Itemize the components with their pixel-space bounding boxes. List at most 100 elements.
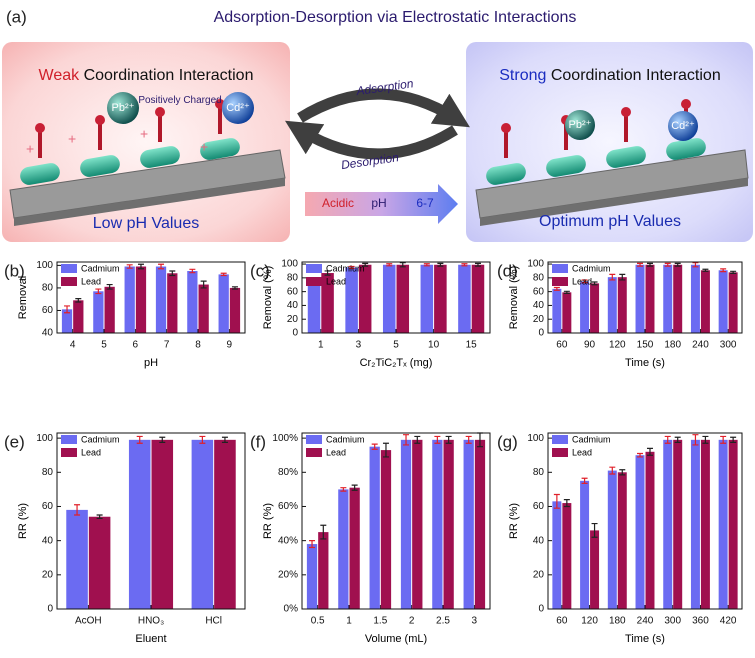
bar bbox=[728, 439, 738, 609]
x-tick-label: 1 bbox=[318, 340, 324, 351]
bar bbox=[187, 271, 198, 333]
bar bbox=[191, 439, 214, 609]
x-tick-label: 300 bbox=[720, 340, 737, 351]
bar bbox=[93, 291, 104, 333]
bar bbox=[135, 266, 147, 333]
bar bbox=[552, 501, 562, 609]
y-tick-label: 80 bbox=[287, 272, 299, 283]
y-tick-label: 0 bbox=[292, 328, 298, 339]
bar bbox=[345, 267, 358, 333]
bar bbox=[338, 489, 349, 609]
bar bbox=[728, 272, 738, 333]
plot-frame bbox=[56, 261, 246, 334]
error-bar bbox=[591, 281, 598, 286]
legend-swatch bbox=[552, 277, 568, 286]
plot-frame bbox=[547, 432, 743, 610]
y-tick-label: 100 bbox=[527, 259, 544, 270]
error-bar bbox=[95, 288, 102, 295]
ph-start: Acidic bbox=[322, 196, 354, 210]
error-bar bbox=[702, 268, 709, 272]
legend-swatch bbox=[306, 448, 322, 457]
x-tick-label: 1 bbox=[346, 616, 352, 627]
error-bar bbox=[646, 447, 653, 456]
y-tick-label: 80 bbox=[533, 467, 545, 478]
bar bbox=[124, 266, 135, 333]
left-heading-text: Coordination Interaction bbox=[84, 67, 254, 84]
error-bar bbox=[382, 442, 389, 458]
bar bbox=[617, 472, 627, 609]
bar bbox=[420, 264, 434, 333]
bar bbox=[167, 273, 178, 333]
panel-label: (c) bbox=[250, 261, 270, 280]
x-tick-label: 2 bbox=[409, 616, 415, 627]
x-tick-label: 2.5 bbox=[436, 616, 450, 627]
svg-text:+: + bbox=[26, 141, 34, 157]
error-bar bbox=[309, 540, 316, 549]
bar bbox=[607, 470, 617, 609]
y-tick-label: 20 bbox=[42, 569, 54, 580]
x-tick-label: 8 bbox=[195, 340, 201, 351]
x-axis-label: Time (s) bbox=[625, 633, 665, 645]
x-tick-label: 180 bbox=[664, 340, 681, 351]
bar bbox=[400, 439, 412, 609]
bar bbox=[471, 264, 485, 333]
error-bar bbox=[351, 484, 358, 491]
error-bar bbox=[437, 262, 444, 267]
error-bar bbox=[674, 436, 681, 443]
bar bbox=[229, 287, 241, 333]
y-tick-label: 100 bbox=[527, 433, 544, 444]
y-tick-label: 20% bbox=[278, 569, 298, 580]
bar bbox=[663, 439, 673, 609]
bar bbox=[635, 264, 645, 333]
bar bbox=[73, 300, 84, 333]
x-tick-label: 3 bbox=[356, 340, 362, 351]
bar bbox=[155, 266, 167, 333]
x-tick-label: 5 bbox=[101, 340, 107, 351]
error-bar bbox=[465, 435, 472, 444]
bar bbox=[718, 439, 728, 609]
right-heading: Strong Coordination Interaction bbox=[499, 67, 720, 84]
bar bbox=[690, 264, 700, 333]
error-bar bbox=[730, 270, 737, 274]
legend-swatch bbox=[306, 277, 322, 286]
bar bbox=[690, 439, 700, 609]
y-axis-label: Removal (%) bbox=[262, 266, 274, 330]
bar bbox=[128, 439, 151, 609]
bar bbox=[673, 439, 683, 609]
x-tick-label: 150 bbox=[637, 340, 654, 351]
legend-swatch bbox=[552, 435, 568, 444]
y-axis-label: RR (%) bbox=[508, 503, 520, 539]
error-bar bbox=[581, 279, 588, 284]
ph-arrow bbox=[305, 184, 458, 224]
error-bar bbox=[340, 487, 347, 492]
ion bbox=[107, 92, 139, 124]
y-tick-label: 100 bbox=[281, 259, 298, 270]
x-tick-label: AcOH bbox=[75, 616, 102, 627]
x-tick-label: 360 bbox=[692, 616, 709, 627]
schematic-title: Adsorption-Desorption via Electrostatic … bbox=[214, 9, 577, 26]
y-tick-label: 40 bbox=[42, 328, 54, 339]
x-tick-label: 7 bbox=[164, 340, 170, 351]
x-tick-label: 0.5 bbox=[311, 616, 325, 627]
error-bar bbox=[126, 264, 133, 269]
error-bar bbox=[720, 268, 727, 273]
error-bar bbox=[371, 443, 378, 450]
error-bar bbox=[591, 522, 598, 538]
error-bar bbox=[414, 435, 421, 444]
charge-label: Positively Charged bbox=[138, 95, 221, 106]
error-bar bbox=[619, 469, 626, 476]
legend-swatch bbox=[306, 264, 322, 273]
y-tick-label: 60 bbox=[42, 305, 54, 316]
error-bar bbox=[563, 290, 570, 294]
bar bbox=[198, 284, 209, 333]
bar bbox=[590, 283, 600, 333]
svg-text:+: + bbox=[200, 139, 208, 155]
charge-label-text: Positively Charged bbox=[138, 95, 221, 106]
x-tick-label: 120 bbox=[581, 616, 598, 627]
bar bbox=[718, 270, 728, 333]
y-tick-label: 60 bbox=[42, 501, 54, 512]
error-bar bbox=[189, 268, 196, 274]
bar bbox=[151, 439, 174, 609]
y-axis-label: RR (%) bbox=[17, 503, 29, 539]
